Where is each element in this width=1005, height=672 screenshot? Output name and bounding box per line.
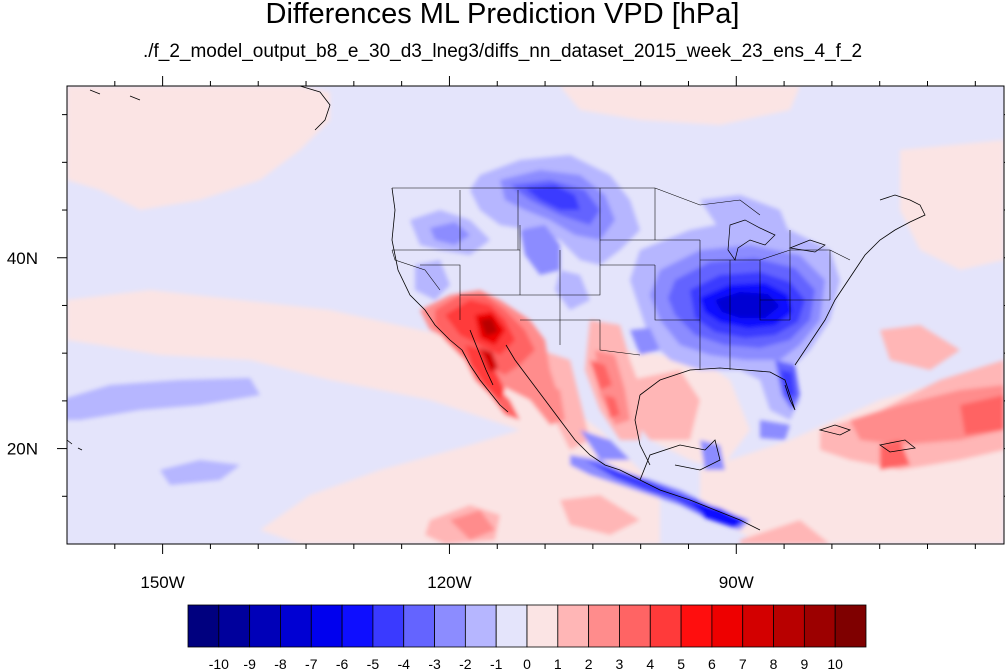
- colorbar-swatch: [619, 604, 651, 648]
- colorbar-label: -4: [398, 656, 411, 672]
- colorbar-label: 2: [585, 656, 593, 672]
- colorbar-swatch: [711, 604, 744, 648]
- colorbar-swatch: [680, 604, 713, 648]
- colorbar-label: 0: [523, 656, 531, 672]
- colorbar-label: -8: [274, 656, 287, 672]
- colorbar-swatch: [434, 604, 466, 648]
- lat-tick-label: 20N: [7, 440, 38, 459]
- colorbar-label: -6: [336, 656, 349, 672]
- colorbar-swatch: [834, 604, 867, 648]
- colorbar-label: -9: [243, 656, 256, 672]
- colorbar-swatch: [372, 604, 405, 648]
- colorbar-swatch: [249, 604, 281, 648]
- colorbar-swatch: [773, 604, 805, 648]
- great-lakes: [727, 219, 826, 261]
- colorbar-label: 3: [616, 656, 624, 672]
- chart-title: Differences ML Prediction VPD [hPa]: [265, 0, 740, 30]
- colorbar-swatch: [187, 604, 220, 648]
- colorbar-swatch: [557, 604, 590, 648]
- lat-tick-label: 40N: [7, 249, 38, 268]
- map-ticks: 150W 120W 90W 40N 20N: [7, 76, 1005, 592]
- colorbar-swatch: [218, 604, 251, 648]
- colorbar-label: -5: [367, 656, 380, 672]
- lon-tick-label: 150W: [140, 573, 184, 592]
- colorbar-swatch: [403, 604, 435, 648]
- colorbar-swatch: [742, 604, 774, 648]
- colorbar-label: -2: [459, 656, 472, 672]
- state-borders: [391, 187, 851, 370]
- colorbar-label: 1: [554, 656, 562, 672]
- colorbar-swatch: [341, 604, 374, 648]
- colorbar-label: 8: [770, 656, 778, 672]
- colorbar-label: -1: [490, 656, 503, 672]
- colorbar-swatch: [310, 604, 343, 648]
- colorbar-label: 10: [827, 656, 843, 672]
- map-frame: [66, 85, 1005, 545]
- colorbar-label: 4: [646, 656, 654, 672]
- colorbar-swatch: [803, 604, 836, 648]
- colorbar-label: -3: [428, 656, 441, 672]
- colorbar-label: -10: [209, 656, 229, 672]
- colorbar-swatch: [649, 604, 682, 648]
- colorbar-label: 6: [708, 656, 716, 672]
- colorbar-label: 7: [739, 656, 747, 672]
- colorbar-label: 9: [800, 656, 808, 672]
- colorbar: -10 -9 -8 -7 -6 -5 -4 -3 -2 -1 0 1 2 3 4 5 6 7 8 9 10: [187, 604, 867, 672]
- colorbar-swatch: [464, 604, 497, 648]
- colorbar-label: -7: [305, 656, 318, 672]
- chart-subtitle: ./f_2_model_output_b8_e_30_d3_lneg3/diff…: [142, 41, 863, 62]
- colorbar-label: 5: [677, 656, 685, 672]
- lon-tick-label: 90W: [719, 573, 754, 592]
- colorbar-swatch: [280, 604, 312, 648]
- lon-tick-label: 120W: [427, 573, 471, 592]
- colorbar-swatch: [588, 604, 620, 648]
- colorbar-swatch: [526, 604, 559, 648]
- coastlines: [67, 86, 926, 531]
- colorbar-swatch: [495, 604, 528, 648]
- map-field: [67, 86, 1004, 544]
